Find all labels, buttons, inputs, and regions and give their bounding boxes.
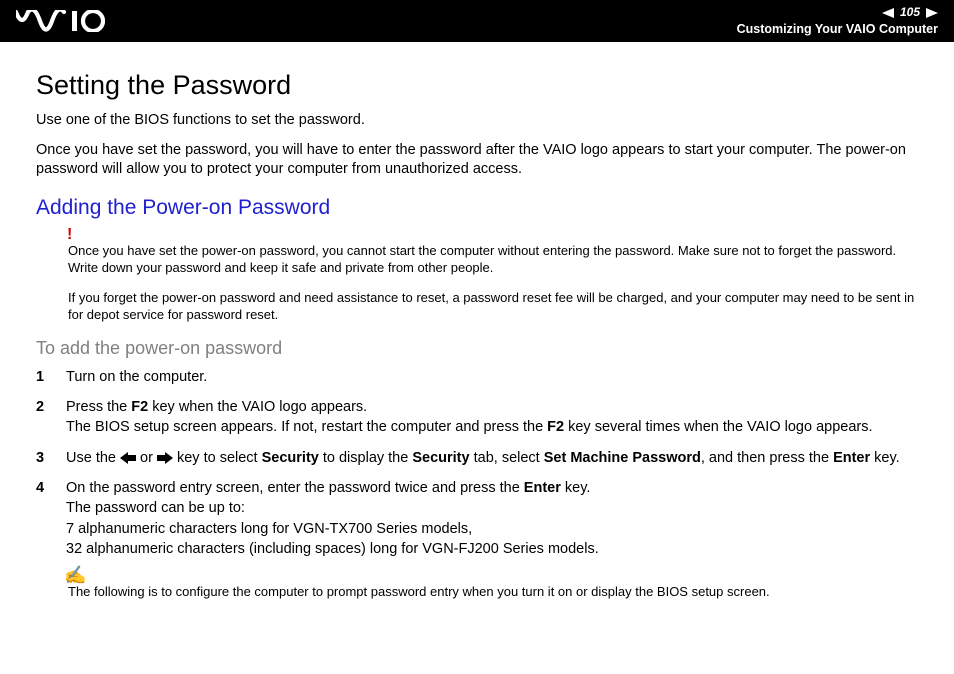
section-heading: Adding the Power-on Password [36, 196, 918, 220]
page-nav: 105 [737, 5, 938, 21]
warning-note: ! Once you have set the power-on passwor… [68, 242, 918, 277]
header-right: 105 Customizing Your VAIO Computer [737, 5, 938, 37]
sub-heading: To add the power-on password [36, 338, 918, 359]
step-3-text-a: Use the [66, 450, 120, 466]
step-3-text-g: key. [870, 450, 900, 466]
right-arrow-icon [157, 452, 173, 464]
step-2-text-b: key when the VAIO logo appears. [148, 399, 367, 415]
content-area: Setting the Password Use one of the BIOS… [0, 42, 954, 623]
key-enter-2: Enter [524, 480, 561, 496]
warning-icon: ! [67, 224, 72, 246]
header-bar: 105 Customizing Your VAIO Computer [0, 0, 954, 42]
forget-note: If you forget the power-on password and … [68, 289, 918, 324]
page-number: 105 [900, 5, 920, 21]
tip-note-text: The following is to configure the comput… [68, 584, 770, 599]
step-3-text-d: to display the [319, 450, 413, 466]
key-f2-2: F2 [547, 419, 564, 435]
key-security-2: Security [412, 450, 469, 466]
step-3-text-e: tab, select [470, 450, 544, 466]
warning-note-text: Once you have set the power-on password,… [68, 243, 896, 276]
step-4: On the password entry screen, enter the … [36, 478, 918, 559]
forget-note-text: If you forget the power-on password and … [68, 290, 914, 323]
step-2-text-a: Press the [66, 399, 131, 415]
page-title: Setting the Password [36, 70, 918, 101]
vaio-logo [16, 10, 112, 32]
intro-paragraph-1: Use one of the BIOS functions to set the… [36, 111, 918, 131]
step-2-text-d: key several times when the VAIO logo app… [564, 419, 872, 435]
step-4-text-c: The password can be up to: [66, 500, 245, 516]
step-4-text-d: 7 alphanumeric characters long for VGN-T… [66, 521, 472, 537]
key-smp: Set Machine Password [544, 450, 701, 466]
step-4-text-e: 32 alphanumeric characters (including sp… [66, 541, 599, 557]
step-3-text-f: , and then press the [701, 450, 833, 466]
step-4-text-b: key. [561, 480, 591, 496]
step-3: Use the or key to select Security to dis… [36, 448, 918, 468]
step-3-text-b: or [136, 450, 157, 466]
left-arrow-icon [120, 452, 136, 464]
key-enter: Enter [833, 450, 870, 466]
key-f2: F2 [131, 399, 148, 415]
next-page-arrow-icon[interactable] [926, 8, 938, 18]
key-security: Security [262, 450, 319, 466]
steps-list: Turn on the computer. Press the F2 key w… [36, 367, 918, 559]
step-2-text-c: The BIOS setup screen appears. If not, r… [66, 419, 547, 435]
prev-page-arrow-icon[interactable] [882, 8, 894, 18]
step-1: Turn on the computer. [36, 367, 918, 387]
tip-icon: ✍ [64, 563, 86, 587]
intro-paragraph-2: Once you have set the password, you will… [36, 141, 918, 180]
tip-note: ✍ The following is to configure the comp… [68, 583, 918, 601]
breadcrumb: Customizing Your VAIO Computer [737, 21, 938, 37]
step-1-text: Turn on the computer. [66, 369, 207, 385]
step-3-text-c: key to select [173, 450, 262, 466]
step-2: Press the F2 key when the VAIO logo appe… [36, 397, 918, 438]
step-4-text-a: On the password entry screen, enter the … [66, 480, 524, 496]
